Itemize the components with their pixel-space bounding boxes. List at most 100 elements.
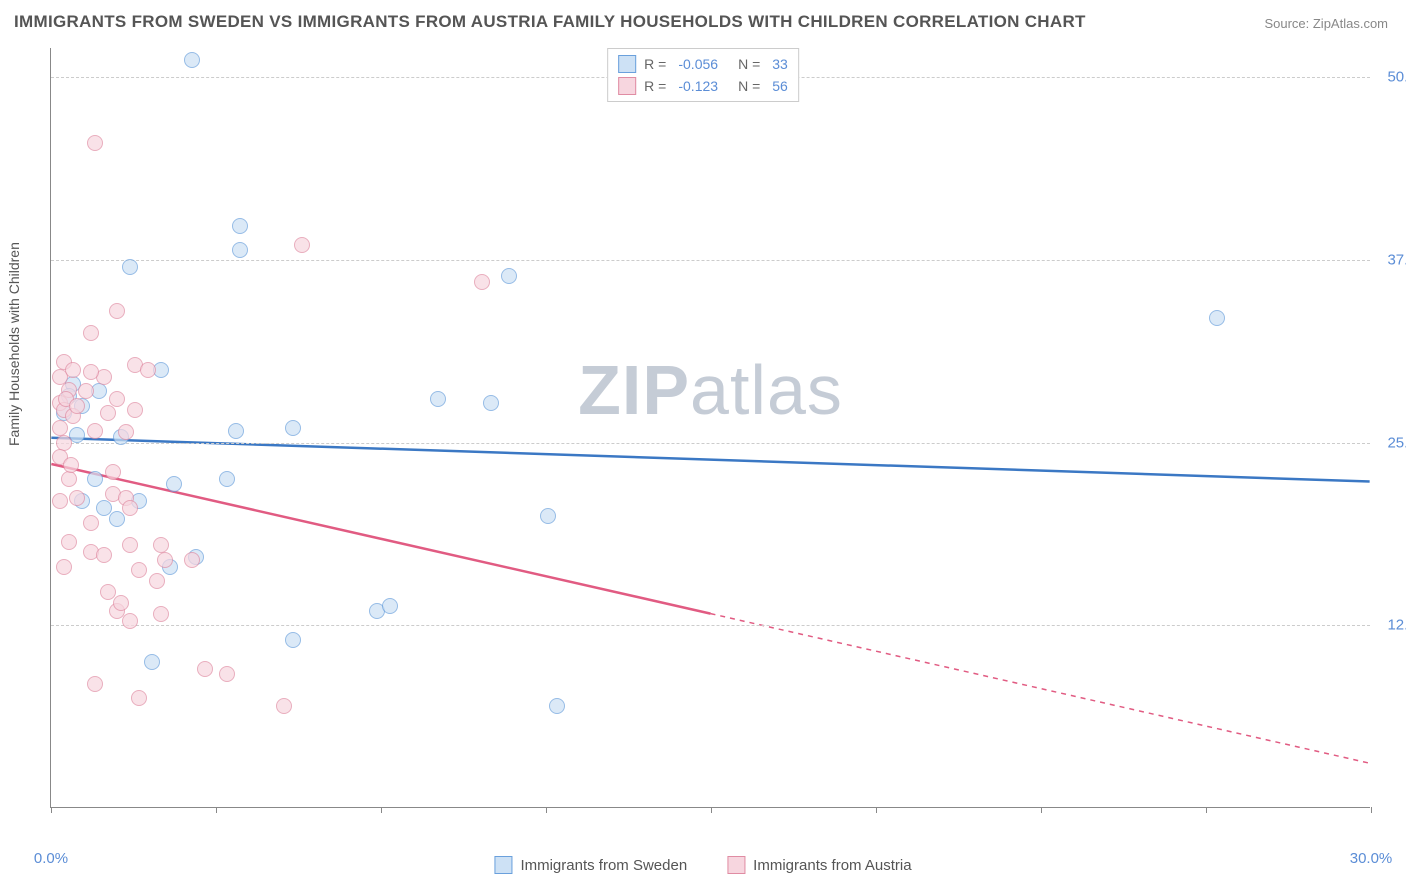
data-point <box>122 537 138 553</box>
x-tick <box>546 807 547 813</box>
data-point <box>549 698 565 714</box>
data-point <box>140 362 156 378</box>
data-point <box>65 362 81 378</box>
legend-label-sweden: Immigrants from Sweden <box>520 857 687 874</box>
data-point <box>149 573 165 589</box>
data-point <box>83 325 99 341</box>
y-axis-label: Family Households with Children <box>6 242 22 446</box>
n-value-austria: 56 <box>772 78 788 94</box>
data-point <box>122 500 138 516</box>
data-point <box>87 423 103 439</box>
data-point <box>430 391 446 407</box>
data-point <box>157 552 173 568</box>
data-point <box>78 383 94 399</box>
swatch-austria-icon <box>727 856 745 874</box>
data-point <box>232 218 248 234</box>
r-value-sweden: -0.056 <box>678 56 718 72</box>
data-point <box>69 398 85 414</box>
data-point <box>219 471 235 487</box>
trend-line-extrapolated <box>711 614 1370 764</box>
data-point <box>294 237 310 253</box>
data-point <box>96 547 112 563</box>
data-point <box>1209 310 1225 326</box>
data-point <box>100 405 116 421</box>
data-point <box>153 606 169 622</box>
series-legend: Immigrants from Sweden Immigrants from A… <box>494 856 911 874</box>
data-point <box>83 515 99 531</box>
x-tick <box>216 807 217 813</box>
n-label-sweden: N = <box>738 56 760 72</box>
x-tick <box>1206 807 1207 813</box>
x-tick <box>1041 807 1042 813</box>
data-point <box>56 559 72 575</box>
data-point <box>153 537 169 553</box>
data-point <box>109 303 125 319</box>
data-point <box>540 508 556 524</box>
legend-row-sweden: R = -0.056 N = 33 <box>618 53 788 75</box>
trend-lines-svg <box>51 48 1370 807</box>
y-tick-label: 37.5% <box>1375 251 1406 268</box>
r-value-austria: -0.123 <box>678 78 718 94</box>
data-point <box>285 632 301 648</box>
data-point <box>131 690 147 706</box>
x-tick <box>876 807 877 813</box>
watermark-bold: ZIP <box>578 351 690 429</box>
data-point <box>122 259 138 275</box>
gridline <box>51 260 1370 261</box>
gridline <box>51 625 1370 626</box>
trend-line <box>51 438 1369 482</box>
x-tick <box>381 807 382 813</box>
x-tick <box>51 807 52 813</box>
data-point <box>285 420 301 436</box>
data-point <box>228 423 244 439</box>
chart-container: IMMIGRANTS FROM SWEDEN VS IMMIGRANTS FRO… <box>0 0 1406 892</box>
data-point <box>501 268 517 284</box>
data-point <box>87 471 103 487</box>
data-point <box>61 471 77 487</box>
n-value-sweden: 33 <box>772 56 788 72</box>
legend-row-austria: R = -0.123 N = 56 <box>618 75 788 97</box>
x-tick-label: 30.0% <box>1350 850 1393 867</box>
data-point <box>109 511 125 527</box>
data-point <box>87 135 103 151</box>
data-point <box>219 666 235 682</box>
r-label-austria: R = <box>644 78 666 94</box>
data-point <box>56 435 72 451</box>
data-point <box>127 402 143 418</box>
x-tick <box>1371 807 1372 813</box>
data-point <box>474 274 490 290</box>
data-point <box>109 391 125 407</box>
data-point <box>100 584 116 600</box>
legend-item-austria: Immigrants from Austria <box>727 856 911 874</box>
source-attribution: Source: ZipAtlas.com <box>1264 16 1388 31</box>
data-point <box>69 490 85 506</box>
swatch-austria <box>618 77 636 95</box>
data-point <box>131 562 147 578</box>
data-point <box>118 424 134 440</box>
chart-title: IMMIGRANTS FROM SWEDEN VS IMMIGRANTS FRO… <box>14 12 1086 32</box>
n-label-austria: N = <box>738 78 760 94</box>
data-point <box>197 661 213 677</box>
data-point <box>382 598 398 614</box>
y-tick-label: 25.0% <box>1375 434 1406 451</box>
r-label-sweden: R = <box>644 56 666 72</box>
legend-item-sweden: Immigrants from Sweden <box>494 856 687 874</box>
swatch-sweden-icon <box>494 856 512 874</box>
data-point <box>122 613 138 629</box>
data-point <box>166 476 182 492</box>
watermark: ZIPatlas <box>578 350 843 430</box>
data-point <box>113 595 129 611</box>
gridline <box>51 443 1370 444</box>
x-tick <box>711 807 712 813</box>
data-point <box>105 464 121 480</box>
data-point <box>184 552 200 568</box>
y-tick-label: 12.5% <box>1375 617 1406 634</box>
data-point <box>83 364 99 380</box>
data-point <box>184 52 200 68</box>
y-tick-label: 50.0% <box>1375 69 1406 86</box>
data-point <box>276 698 292 714</box>
data-point <box>232 242 248 258</box>
correlation-legend: R = -0.056 N = 33 R = -0.123 N = 56 <box>607 48 799 102</box>
data-point <box>61 534 77 550</box>
swatch-sweden <box>618 55 636 73</box>
